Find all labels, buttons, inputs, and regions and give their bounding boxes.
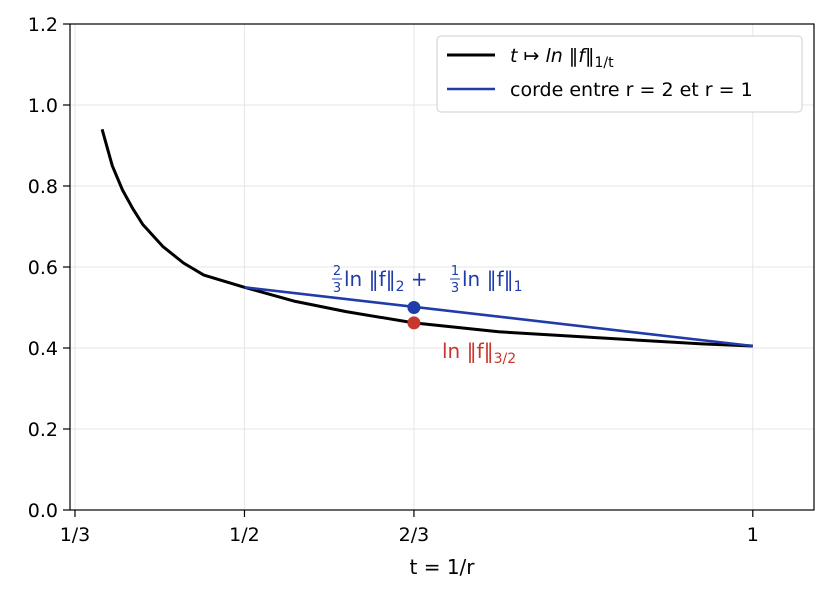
blue-frac2-den: 3 <box>451 281 459 296</box>
blue-frac1-den: 3 <box>333 281 341 296</box>
x-tick-label: 1/3 <box>60 524 91 546</box>
y-tick-label: 1.2 <box>28 14 58 36</box>
y-tick-label: 0.4 <box>28 338 58 360</box>
x-axis-label: t = 1/r <box>410 555 476 579</box>
points-layer <box>407 301 421 330</box>
blue-annotation-text: ln ‖f‖2 + <box>344 267 428 295</box>
y-tick-label: 0.0 <box>28 500 58 522</box>
legend-label-curve: t ↦ ln ‖f‖1/t <box>510 45 614 71</box>
x-tick-label: 1/2 <box>229 524 260 546</box>
blue-annotation-text-2: ln ‖f‖1 <box>462 267 523 295</box>
y-tick-label: 0.6 <box>28 257 58 279</box>
annotation-blue: 2 3 ln ‖f‖2 + 1 3 ln ‖f‖1 <box>332 264 523 296</box>
legend-label-chord: corde entre r = 2 et r = 1 <box>510 79 753 101</box>
ticks-layer: 1/3 1/2 2/3 1 0.0 0.2 0.4 0.6 0.8 1.0 1.2 <box>28 14 759 546</box>
point-chord <box>407 301 421 314</box>
x-tick-label: 1 <box>747 524 759 546</box>
series-layer <box>100 128 753 348</box>
legend-box <box>436 35 803 113</box>
y-tick-label: 0.8 <box>28 176 58 198</box>
blue-frac1-num: 2 <box>333 264 341 279</box>
blue-frac2-num: 1 <box>451 264 459 279</box>
x-tick-label: 2/3 <box>399 524 430 546</box>
series-line-curve <box>100 128 753 348</box>
y-tick-label: 1.0 <box>28 95 58 117</box>
series-line-chord <box>244 286 753 348</box>
point-curve <box>407 316 421 330</box>
y-tick-label: 0.2 <box>28 419 58 441</box>
red-annotation-text: ln ‖f‖3/2 <box>442 339 516 367</box>
legend: t ↦ ln ‖f‖1/t corde entre r = 2 et r = 1 <box>436 35 803 113</box>
